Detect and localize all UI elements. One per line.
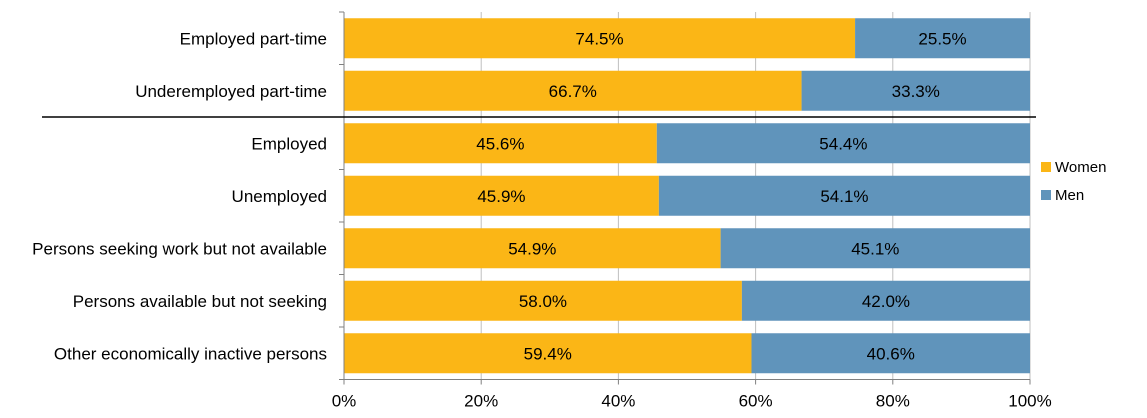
bar-men — [855, 18, 1030, 59]
bar-women — [344, 123, 657, 164]
data-label: 45.1% — [851, 239, 899, 258]
legend-label-men: Men — [1055, 187, 1084, 204]
legend-swatch-men — [1041, 190, 1051, 200]
bar-women — [344, 70, 802, 111]
category-label: Underemployed part-time — [135, 82, 327, 101]
legend-swatch-women — [1041, 162, 1051, 172]
category-label: Employed — [251, 134, 327, 153]
data-label: 54.4% — [819, 134, 867, 153]
data-label: 59.4% — [524, 344, 572, 363]
x-tick-label: 0% — [332, 392, 357, 411]
axes: 0% 20% 40% 60% 80% 100% Employed part-time Unde… — [32, 11, 1052, 411]
bar-women — [344, 18, 856, 59]
x-tick-label: 40% — [601, 392, 635, 411]
data-label: 42.0% — [862, 292, 910, 311]
bar-women — [344, 280, 742, 321]
category-label: Unemployed — [232, 187, 327, 206]
data-label: 33.3% — [892, 82, 940, 101]
category-label: Persons seeking work but not available — [32, 239, 327, 258]
data-label: 45.6% — [476, 134, 524, 153]
data-label: 74.5% — [575, 29, 623, 48]
bar-men — [658, 175, 1030, 216]
x-tick-label: 20% — [464, 392, 498, 411]
bar-men — [801, 70, 1030, 111]
x-tick-label: 80% — [876, 392, 910, 411]
bar-men — [741, 280, 1030, 321]
data-label: 58.0% — [519, 292, 567, 311]
legend: Women Men — [1041, 159, 1106, 204]
bar-women — [344, 228, 721, 269]
bar-men — [751, 333, 1030, 374]
bars: 74.5% 25.5% 66.7% 33.3% 45.6% 54.4% 45.9% 54.1%… — [344, 18, 1030, 374]
data-label: 54.9% — [508, 239, 556, 258]
data-label: 45.9% — [477, 187, 525, 206]
x-tick-label: 100% — [1008, 392, 1051, 411]
category-label: Employed part-time — [180, 29, 327, 48]
data-label: 40.6% — [867, 344, 915, 363]
legend-label-women: Women — [1055, 159, 1106, 176]
bar-men — [656, 123, 1030, 164]
bar-women — [344, 175, 659, 216]
data-label: 25.5% — [918, 29, 966, 48]
bar-women — [344, 333, 752, 374]
data-label: 54.1% — [820, 187, 868, 206]
x-tick-label: 60% — [739, 392, 773, 411]
category-label: Other economically inactive persons — [54, 344, 327, 363]
data-label: 66.7% — [549, 82, 597, 101]
category-label: Persons available but not seeking — [73, 292, 327, 311]
bar-men — [720, 228, 1030, 269]
